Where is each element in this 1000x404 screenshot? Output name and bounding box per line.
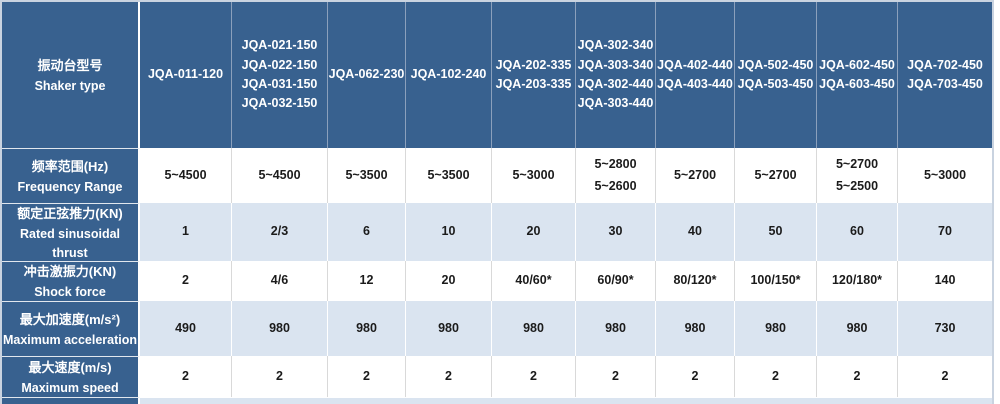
data-cell: 2 — [492, 356, 576, 397]
column-header-jqa-102: JQA-102-240 — [406, 2, 492, 148]
column-header-jqa-702: JQA-702-450 JQA-703-450 — [898, 2, 992, 148]
data-cell: 2 — [406, 356, 492, 397]
data-cell: 2 — [328, 356, 406, 397]
data-cell: 5~3000 — [898, 148, 992, 203]
row-maximum-acceleration: 最大加速度(m/s²) Maximum acceleration 490 980… — [2, 301, 992, 356]
row-shock-force: 冲击激振力(KN) Shock force 2 4/6 12 20 40/60*… — [2, 261, 992, 301]
data-cell: 2 — [656, 356, 735, 397]
data-cell: 4/6 — [232, 261, 328, 301]
column-header-jqa-502: JQA-502-450 JQA-503-450 — [735, 2, 817, 148]
data-cell: 60/90* — [576, 261, 656, 301]
data-cell: 5~2700 5~2500 — [817, 148, 898, 203]
row-label-en: Rated sinusoidal thrust — [19, 226, 121, 260]
data-cell: 980 — [492, 301, 576, 356]
corner-cell-shaker-type: 振动台型号 Shaker type — [2, 2, 140, 148]
header-row: 振动台型号 Shaker type JQA-011-120 JQA-021-15… — [2, 2, 992, 148]
row-label-zh: 频率范围(Hz) — [31, 158, 109, 174]
data-cell: 2 — [140, 356, 232, 397]
column-header-jqa-062: JQA-062-230 — [328, 2, 406, 148]
data-cell: 980 — [232, 301, 328, 356]
data-cell: 20 — [406, 261, 492, 301]
column-header-jqa-202: JQA-202-335 JQA-203-335 — [492, 2, 576, 148]
data-cell: 730 — [898, 301, 992, 356]
row-label-rated-sinusoidal-thrust: 额定正弦推力(KN) Rated sinusoidal thrust — [2, 203, 140, 261]
partial-row-label-cell — [2, 397, 140, 404]
data-cell: 5~2700 — [735, 148, 817, 203]
data-cell: 5~2700 — [656, 148, 735, 203]
data-cell: 2 — [735, 356, 817, 397]
row-label-en: Shock force — [34, 285, 106, 300]
data-cell: 30 — [576, 203, 656, 261]
data-cell: 12 — [328, 261, 406, 301]
data-cell: 70 — [898, 203, 992, 261]
row-label-frequency-range: 频率范围(Hz) Frequency Range — [2, 148, 140, 203]
row-rated-sinusoidal-thrust: 额定正弦推力(KN) Rated sinusoidal thrust 1 2/3… — [2, 203, 992, 261]
data-cell: 100/150* — [735, 261, 817, 301]
data-cell: 2 — [232, 356, 328, 397]
data-cell: 120/180* — [817, 261, 898, 301]
data-cell: 80/120* — [656, 261, 735, 301]
data-cell: 5~3500 — [406, 148, 492, 203]
data-cell: 1 — [140, 203, 232, 261]
row-label-en: Maximum speed — [21, 380, 119, 395]
data-cell: 2 — [140, 261, 232, 301]
data-cell: 5~4500 — [140, 148, 232, 203]
row-label-maximum-speed: 最大速度(m/s) Maximum speed — [2, 356, 140, 397]
row-maximum-speed: 最大速度(m/s) Maximum speed 2 2 2 2 2 2 2 2 … — [2, 356, 992, 397]
column-header-jqa-302: JQA-302-340 JQA-303-340 JQA-302-440 JQA-… — [576, 2, 656, 148]
row-label-en: Maximum acceleration — [2, 332, 138, 347]
data-cell: 2/3 — [232, 203, 328, 261]
row-label-maximum-acceleration: 最大加速度(m/s²) Maximum acceleration — [2, 301, 140, 356]
data-cell: 140 — [898, 261, 992, 301]
data-cell: 980 — [817, 301, 898, 356]
row-label-zh: 冲击激振力(KN) — [23, 264, 117, 280]
column-header-jqa-011: JQA-011-120 — [140, 2, 232, 148]
data-cell: 20 — [492, 203, 576, 261]
data-cell: 980 — [735, 301, 817, 356]
column-header-jqa-602: JQA-602-450 JQA-603-450 — [817, 2, 898, 148]
column-header-jqa-402: JQA-402-440 JQA-403-440 — [656, 2, 735, 148]
data-cell: 980 — [328, 301, 406, 356]
data-cell: 2 — [576, 356, 656, 397]
data-cell: 50 — [735, 203, 817, 261]
data-cell: 5~3500 — [328, 148, 406, 203]
data-cell: 5~3000 — [492, 148, 576, 203]
partial-row-data-cells — [140, 397, 992, 404]
corner-label-zh: 振动台型号 — [37, 57, 103, 73]
data-cell: 490 — [140, 301, 232, 356]
data-cell: 40 — [656, 203, 735, 261]
row-label-zh: 额定正弦推力(KN) — [17, 205, 123, 221]
row-label-shock-force: 冲击激振力(KN) Shock force — [2, 261, 140, 301]
data-cell: 980 — [576, 301, 656, 356]
data-cell: 6 — [328, 203, 406, 261]
data-cell: 10 — [406, 203, 492, 261]
data-cell: 40/60* — [492, 261, 576, 301]
row-label-zh: 最大速度(m/s) — [28, 359, 112, 375]
data-cell: 2 — [898, 356, 992, 397]
data-cell: 60 — [817, 203, 898, 261]
column-header-jqa-021: JQA-021-150 JQA-022-150 JQA-031-150 JQA-… — [232, 2, 328, 148]
partial-next-row — [2, 397, 992, 404]
data-cell: 980 — [406, 301, 492, 356]
data-cell: 5~2800 5~2600 — [576, 148, 656, 203]
data-cell: 5~4500 — [232, 148, 328, 203]
corner-label-en: Shaker type — [34, 78, 106, 93]
row-frequency-range: 频率范围(Hz) Frequency Range 5~4500 5~4500 5… — [2, 148, 992, 203]
data-cell: 980 — [656, 301, 735, 356]
row-label-en: Frequency Range — [17, 179, 123, 194]
row-label-zh: 最大加速度(m/s²) — [19, 311, 121, 327]
data-cell: 2 — [817, 356, 898, 397]
